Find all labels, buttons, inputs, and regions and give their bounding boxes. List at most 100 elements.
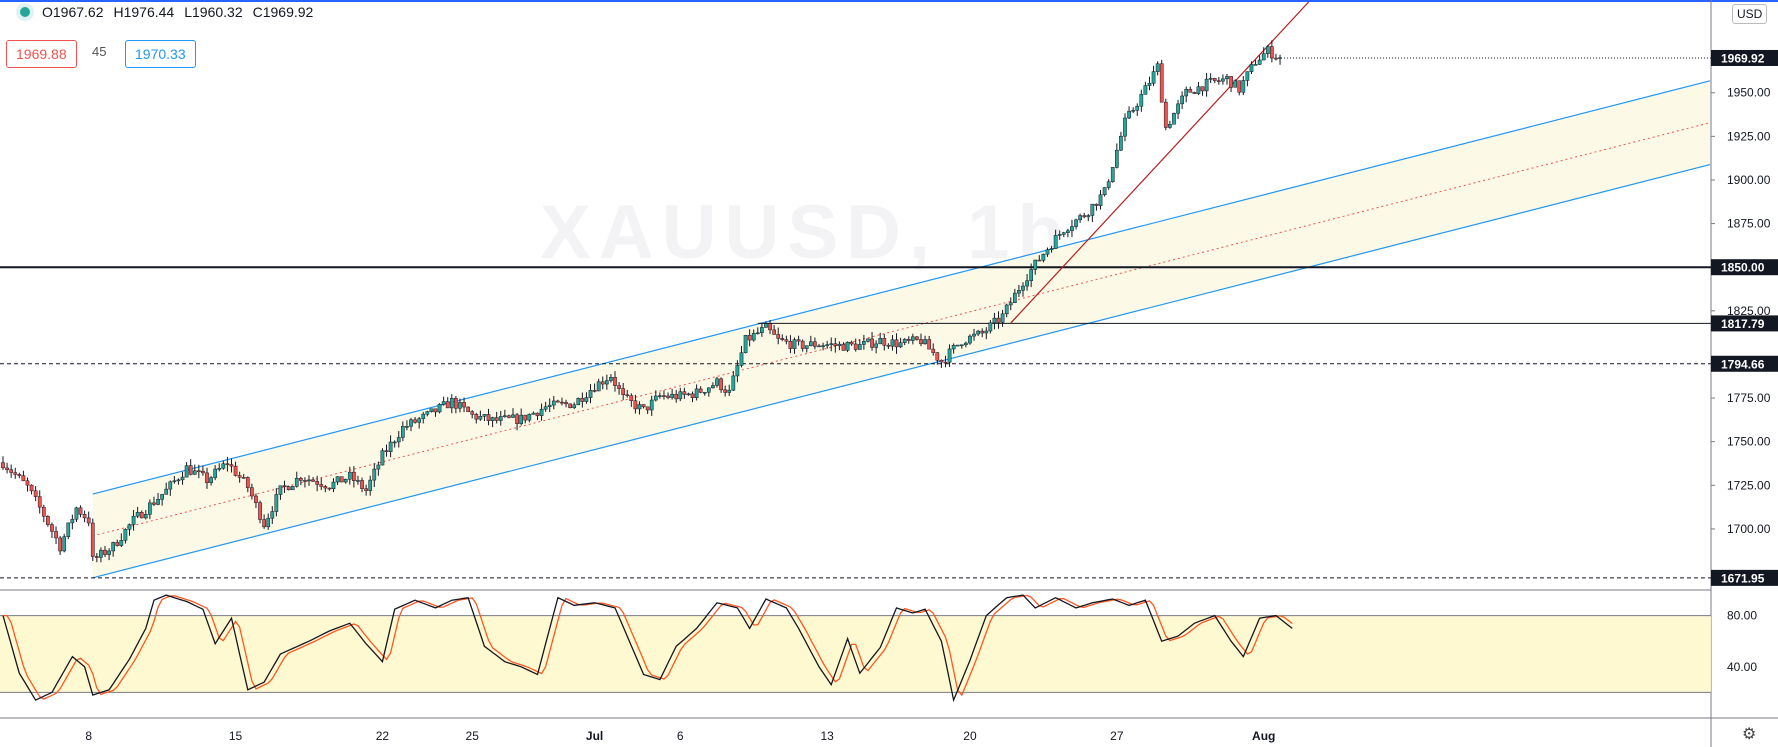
candle-body [311,479,315,482]
candle-body [1192,92,1197,94]
price-tick-label: 1750.00 [1727,435,1771,449]
buy-price-button[interactable]: 1970.33 [125,40,196,68]
candle-body [168,481,173,490]
candle-body [90,522,95,557]
candle-body [902,338,907,343]
candle-body [784,339,789,342]
candle-body [833,343,838,347]
candle-body [445,401,450,409]
price-line-label: 1817.79 [1721,317,1765,331]
candle-body [152,502,156,505]
candle-body [992,317,997,324]
candle-body [323,486,328,489]
candle-body [690,393,695,398]
candle-body [923,339,927,345]
candle-body [156,499,160,505]
candle-body [143,514,148,519]
candle-body [160,494,164,500]
candle-body [731,375,736,391]
gear-icon[interactable]: ⚙ [1742,726,1757,743]
price-label-bg [1711,355,1778,372]
channel-fill [92,80,1710,578]
candle-body [1017,290,1021,294]
candle-body [551,400,556,406]
candle-body [1274,57,1278,60]
candle-body [1270,46,1274,59]
candle-body [1249,64,1254,72]
candle-body [1265,46,1270,54]
candle-body [1151,71,1156,84]
candle-body [596,381,601,392]
candle-body [405,426,409,428]
time-tick-label: 6 [677,729,684,743]
candle-body [335,476,340,483]
candle-body [915,336,919,340]
stoch-tick-label: 80.00 [1727,609,1757,623]
candle-body [498,416,503,421]
candle-body [878,338,883,345]
candle-body [164,488,169,495]
candle-body [127,524,132,530]
candle-body [633,400,638,410]
candle-body [437,404,442,413]
candle-body [829,343,834,345]
candle-body [645,406,650,411]
candle-body [1057,234,1062,236]
price-line-label: 1671.95 [1721,571,1765,585]
sell-price-button[interactable]: 1969.88 [6,40,77,68]
candle-body [86,517,91,524]
currency-label[interactable]: USD [1732,4,1768,24]
candle-body [658,395,662,397]
candle-body [1204,78,1209,92]
candle-body [433,408,438,413]
candle-body [421,413,426,419]
candle-body [857,344,862,350]
candle-body [1102,187,1107,196]
candle-body [286,486,291,491]
candle-body [841,343,846,351]
stoch-k-line [2,594,1293,703]
candle-body [1278,57,1282,59]
candle-body [319,484,324,487]
candle-body [1012,292,1017,303]
candle-body [29,484,34,492]
candle-body [910,336,915,341]
candle-body [539,408,544,416]
candle-body [25,480,30,486]
candle-body [82,514,87,519]
candle-body [1033,259,1038,270]
candle-body [103,549,107,555]
candle-body [955,344,960,347]
candle-body [62,536,67,552]
candle-body [494,417,499,421]
time-tick-label: 22 [376,729,390,743]
candle-body [747,335,752,341]
candle-body [666,395,670,398]
candle-body [360,480,364,489]
candle-body [515,414,519,424]
candle-body [201,470,205,474]
candle-body [580,398,585,402]
candle-body [935,352,940,361]
candle-body [755,332,760,335]
candle-body [413,419,417,423]
candle-body [523,414,528,421]
candle-body [527,414,532,421]
candle-body [454,398,458,409]
candle-body [821,345,825,347]
candle-body [751,333,756,341]
candle-body [641,404,646,408]
candle-body [1045,249,1050,255]
candle-body [241,477,246,479]
candle-body [531,412,536,415]
candle-body [706,387,711,393]
candle-body [372,468,377,481]
price-tick-label: 1775.00 [1727,391,1771,405]
candle-body [135,511,140,517]
candle-body [715,378,719,386]
candle-body [507,415,511,418]
candle-body [139,511,144,519]
stoch-band [0,615,1711,693]
candle-body [1131,110,1136,112]
